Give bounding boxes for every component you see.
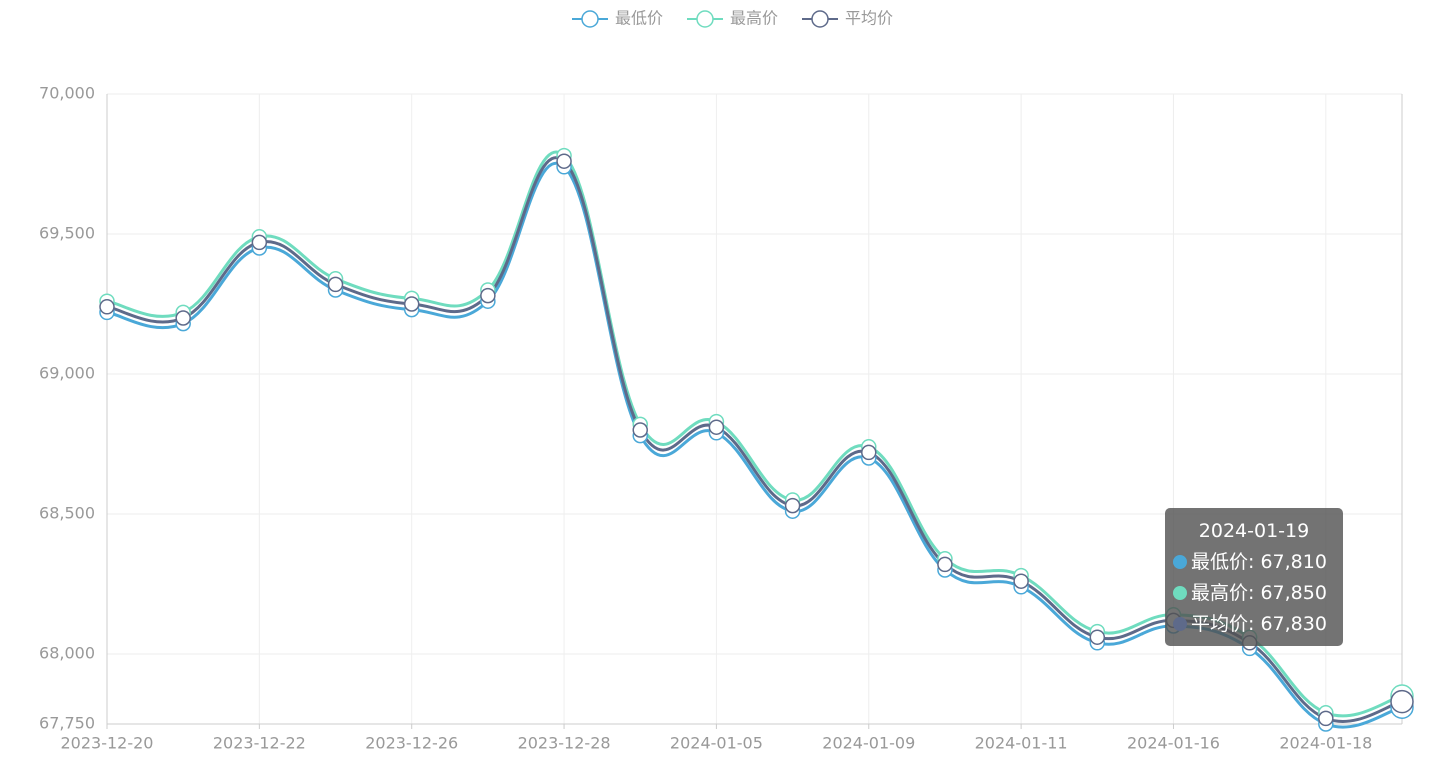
x-tick-label: 2023-12-22 [213, 734, 306, 753]
x-tick-label: 2023-12-26 [365, 734, 458, 753]
tooltip-line: 最高价: 67,850 [1173, 578, 1335, 609]
point [1089, 629, 1106, 645]
tooltip-text: 最高价: 67,850 [1191, 582, 1327, 604]
x-tick-label: 2024-01-11 [975, 734, 1068, 753]
x-tick-label: 2024-01-16 [1127, 734, 1220, 753]
y-tick-label: 70,000 [39, 84, 95, 103]
y-tick-label: 68,500 [39, 504, 95, 523]
y-tick-label: 69,000 [39, 364, 95, 383]
x-tick-label: 2024-01-09 [822, 734, 915, 753]
y-tick-label: 69,500 [39, 224, 95, 243]
legend-marker [581, 10, 599, 28]
x-tick-label: 2023-12-20 [61, 734, 154, 753]
tooltip-dot [1173, 555, 1187, 569]
point [99, 299, 115, 315]
x-tick-label: 2024-01-18 [1279, 734, 1372, 753]
point [327, 276, 344, 293]
point [1390, 689, 1414, 714]
tooltip-dot [1173, 617, 1187, 631]
x-tick-label: 2024-01-05 [670, 734, 763, 753]
point [1318, 710, 1334, 727]
point [937, 556, 953, 573]
tooltip-text: 最低价: 67,810 [1191, 551, 1327, 573]
tooltip-dot [1173, 586, 1187, 600]
tooltip-line: 最低价: 67,810 [1173, 547, 1335, 578]
point [403, 296, 420, 312]
y-tick-label: 68,000 [39, 644, 95, 663]
point [632, 422, 648, 438]
x-tick-label: 2023-12-28 [518, 734, 611, 753]
point [1013, 573, 1029, 589]
y-tick-label: 67,750 [39, 714, 95, 733]
tooltip-title: 2024-01-19 [1198, 520, 1310, 542]
tooltip: 2024-01-19 最低价: 67,810 最高价: 67,850 平均价: 67… [1165, 508, 1343, 646]
point [556, 153, 572, 169]
point [708, 419, 725, 435]
point [175, 310, 191, 326]
point [251, 234, 268, 251]
point [861, 444, 877, 461]
legend-marker [696, 10, 714, 28]
legend-label: 最高价 [730, 9, 778, 28]
point [480, 287, 496, 304]
legend-label: 平均价 [845, 9, 893, 28]
legend-marker [811, 10, 829, 28]
legend-label: 最低价 [615, 9, 663, 28]
tooltip-text: 平均价: 67,830 [1191, 613, 1327, 635]
tooltip-line: 平均价: 67,830 [1173, 609, 1335, 640]
point [784, 497, 801, 514]
